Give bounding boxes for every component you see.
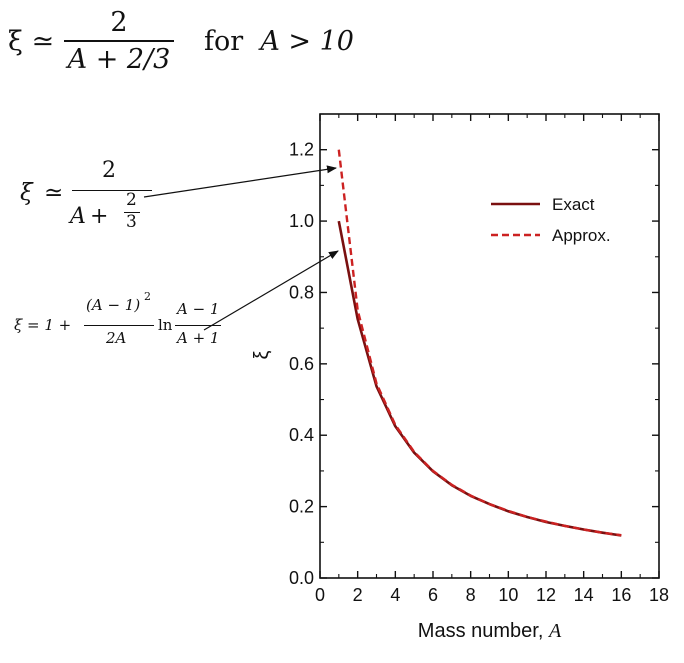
legend-label: Exact [552, 195, 595, 214]
exact-formula-num2: A − 1 [177, 300, 220, 318]
exact-formula-ln: ln [158, 316, 173, 334]
fraction-bar [64, 40, 174, 42]
x-tick-label: 14 [574, 585, 594, 605]
exact-formula-arrow [203, 250, 339, 331]
fraction-bar [175, 325, 221, 326]
approx-formula-frac-num: 2 [126, 190, 137, 210]
fraction-bar [84, 325, 154, 326]
top-formula-numerator: 2 [110, 7, 128, 38]
tick-labels: 0 2 4 6 8 10 12 14 16 18 0.0 0.2 0.4 0.6 0.8 1.0 1.2 [289, 140, 669, 605]
x-tick-label: 8 [466, 585, 476, 605]
x-tick-label: 6 [428, 585, 438, 605]
x-tick-label: 4 [390, 585, 400, 605]
approx-formula-arrow [143, 165, 337, 198]
series-line-exact [337, 220, 622, 537]
y-axis-label: ξ [251, 350, 273, 359]
fraction-bar [124, 212, 140, 214]
x-axis-label-var: A [547, 620, 562, 642]
approx-formula: ξ ≃ 2 A + 2 3 [20, 158, 152, 250]
y-tick-label: 0.2 [289, 497, 314, 517]
axis-ticks [319, 113, 660, 579]
exact-formula-den: 2A [106, 329, 127, 347]
approx-formula-relation: ≃ [44, 180, 64, 206]
series-layer [337, 149, 622, 537]
approx-formula-numerator: 2 [102, 158, 116, 183]
approx-formula-frac-den: 3 [126, 212, 137, 232]
plot-frame [319, 113, 660, 579]
y-tick-label: 0.0 [289, 568, 314, 588]
x-tick-label: 2 [353, 585, 363, 605]
x-tick-label: 10 [498, 585, 518, 605]
x-tick-label: 16 [611, 585, 631, 605]
top-formula-fraction: 2 A + 2/3 [62, 6, 176, 78]
top-formula-condition: for A > 10 [204, 26, 354, 57]
exact-formula-exp: 2 [144, 290, 151, 303]
x-tick-label: 0 [315, 585, 325, 605]
approx-formula-plus: + [90, 204, 109, 229]
exact-formula-lhs: ξ = 1 + [14, 316, 72, 334]
x-axis-label-text: Mass number, [418, 620, 544, 642]
fraction-bar [72, 190, 152, 192]
y-tick-label: 1.0 [289, 211, 314, 231]
annotation-arrows [143, 165, 339, 331]
top-formula-denominator: A + 2/3 [67, 43, 171, 75]
legend: Exact Approx. [491, 195, 611, 245]
y-tick-label: 0.8 [289, 282, 314, 302]
y-tick-label: 0.6 [289, 354, 314, 374]
exact-formula: ξ = 1 + (A − 1) 2 2A ln A − 1 A + 1 [14, 290, 221, 366]
condition-text: for [204, 26, 244, 57]
approx-formula-A: A [70, 204, 86, 229]
approx-formula-xi: ξ [20, 180, 33, 206]
x-tick-label: 18 [649, 585, 669, 605]
x-axis-label: Mass number, A [418, 620, 562, 642]
condition-math: A > 10 [260, 26, 354, 57]
x-tick-label: 12 [536, 585, 556, 605]
y-tick-label: 0.4 [289, 425, 314, 445]
exact-formula-den2: A + 1 [177, 329, 220, 347]
legend-label: Approx. [552, 226, 611, 245]
series-line-approx [337, 149, 622, 537]
y-tick-label: 1.2 [289, 140, 314, 160]
exact-formula-num: (A − 1) [86, 296, 141, 314]
top-formula-lhs: ξ ≃ [8, 26, 55, 57]
